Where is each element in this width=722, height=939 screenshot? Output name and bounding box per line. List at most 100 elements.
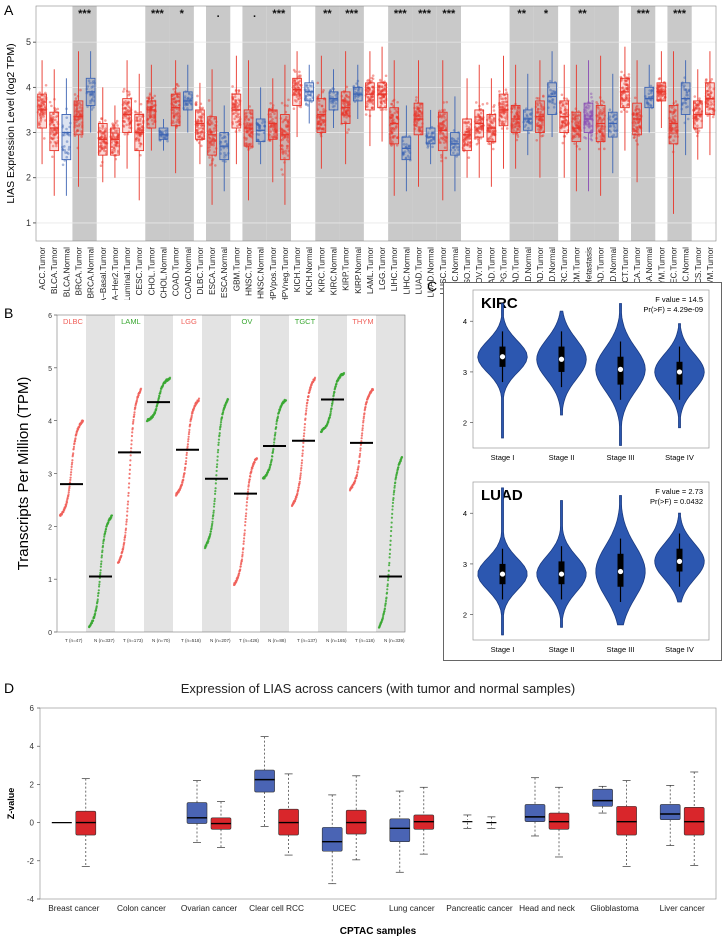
point-a [249, 112, 253, 116]
point-a [295, 82, 298, 85]
point-b [126, 500, 130, 503]
point-a [245, 129, 249, 133]
point-a [657, 77, 661, 81]
point-a [542, 95, 545, 98]
point-a [440, 153, 443, 157]
point-b [243, 529, 246, 532]
point-b [209, 530, 213, 533]
point-a [74, 101, 78, 104]
point-a [73, 93, 77, 96]
point-a [39, 118, 43, 122]
violin-xtick: Stage II [549, 453, 575, 462]
point-a [147, 110, 150, 114]
point-a [598, 96, 602, 99]
point-b [391, 512, 394, 515]
point-b [359, 449, 362, 452]
point-a [257, 142, 261, 145]
point-a [298, 93, 302, 96]
point-a [200, 124, 204, 127]
ytick-label-b: 1 [48, 577, 52, 584]
point-a [123, 106, 127, 110]
point-a [176, 118, 179, 122]
point-a [237, 112, 240, 116]
point-a [75, 112, 79, 116]
point-b [300, 461, 303, 465]
ytick-label-b: 5 [48, 366, 52, 373]
xtick-label-a: LGG.Tumor [378, 247, 387, 290]
cancer-label-DLBC: DLBC [63, 317, 84, 326]
point-a [127, 110, 131, 114]
point-a [345, 131, 349, 134]
point-a [209, 129, 213, 133]
point-a [207, 118, 211, 121]
point-a [711, 115, 715, 119]
point-b [284, 399, 288, 402]
point-b [216, 451, 220, 454]
point-a [620, 110, 623, 113]
point-a [304, 102, 308, 105]
point-b [211, 520, 214, 523]
point-a [147, 97, 151, 100]
point-a [208, 119, 212, 122]
cancer-label-THYM: THYM [352, 317, 373, 326]
point-a [245, 136, 248, 140]
point-a [148, 94, 152, 97]
point-a [103, 134, 107, 138]
point-a [51, 155, 54, 159]
point-b [186, 445, 189, 448]
point-a [198, 134, 202, 138]
point-b [125, 520, 128, 523]
point-a [212, 143, 215, 147]
point-b [385, 596, 388, 599]
point-a [55, 144, 58, 148]
point-a [127, 117, 130, 121]
point-a [194, 102, 198, 105]
point-a [184, 102, 188, 106]
point-a [150, 115, 153, 119]
point-a [54, 128, 57, 132]
point-a [281, 138, 284, 141]
point-a [172, 103, 175, 107]
point-b [128, 476, 131, 480]
point-a [135, 136, 139, 139]
point-a [284, 115, 288, 119]
point-a [128, 123, 131, 127]
point-a [395, 144, 399, 147]
point-a [249, 142, 253, 146]
point-a [80, 135, 83, 138]
point-a [74, 110, 78, 113]
point-a [308, 84, 311, 87]
point-a [54, 131, 58, 134]
point-b [244, 524, 247, 527]
point-a [620, 70, 623, 74]
point-a [248, 124, 251, 127]
point-a [40, 113, 44, 117]
point-a [136, 119, 140, 123]
point-a [138, 141, 141, 145]
point-a [295, 93, 299, 97]
point-a [209, 141, 213, 144]
point-a [177, 99, 180, 103]
point-a [56, 120, 59, 124]
point-a [159, 130, 162, 134]
point-b [331, 402, 334, 405]
cancer-label-LAML: LAML [121, 317, 141, 326]
box-HNSC−HPVpos.Tumor [267, 109, 278, 140]
point-a [248, 134, 252, 138]
point-a [37, 99, 41, 103]
point-a [75, 113, 78, 116]
point-b [273, 437, 276, 440]
point-a [100, 135, 103, 139]
point-b [218, 431, 221, 435]
point-a [50, 104, 53, 108]
point-a [113, 135, 117, 139]
point-a [281, 173, 285, 176]
point-b [121, 550, 124, 553]
point-a [123, 120, 127, 124]
point-a [210, 122, 214, 125]
point-a [115, 142, 119, 145]
point-a [123, 132, 127, 136]
group-label-b: T (n=173) [123, 638, 143, 643]
point-a [160, 131, 164, 135]
point-a [76, 118, 80, 122]
